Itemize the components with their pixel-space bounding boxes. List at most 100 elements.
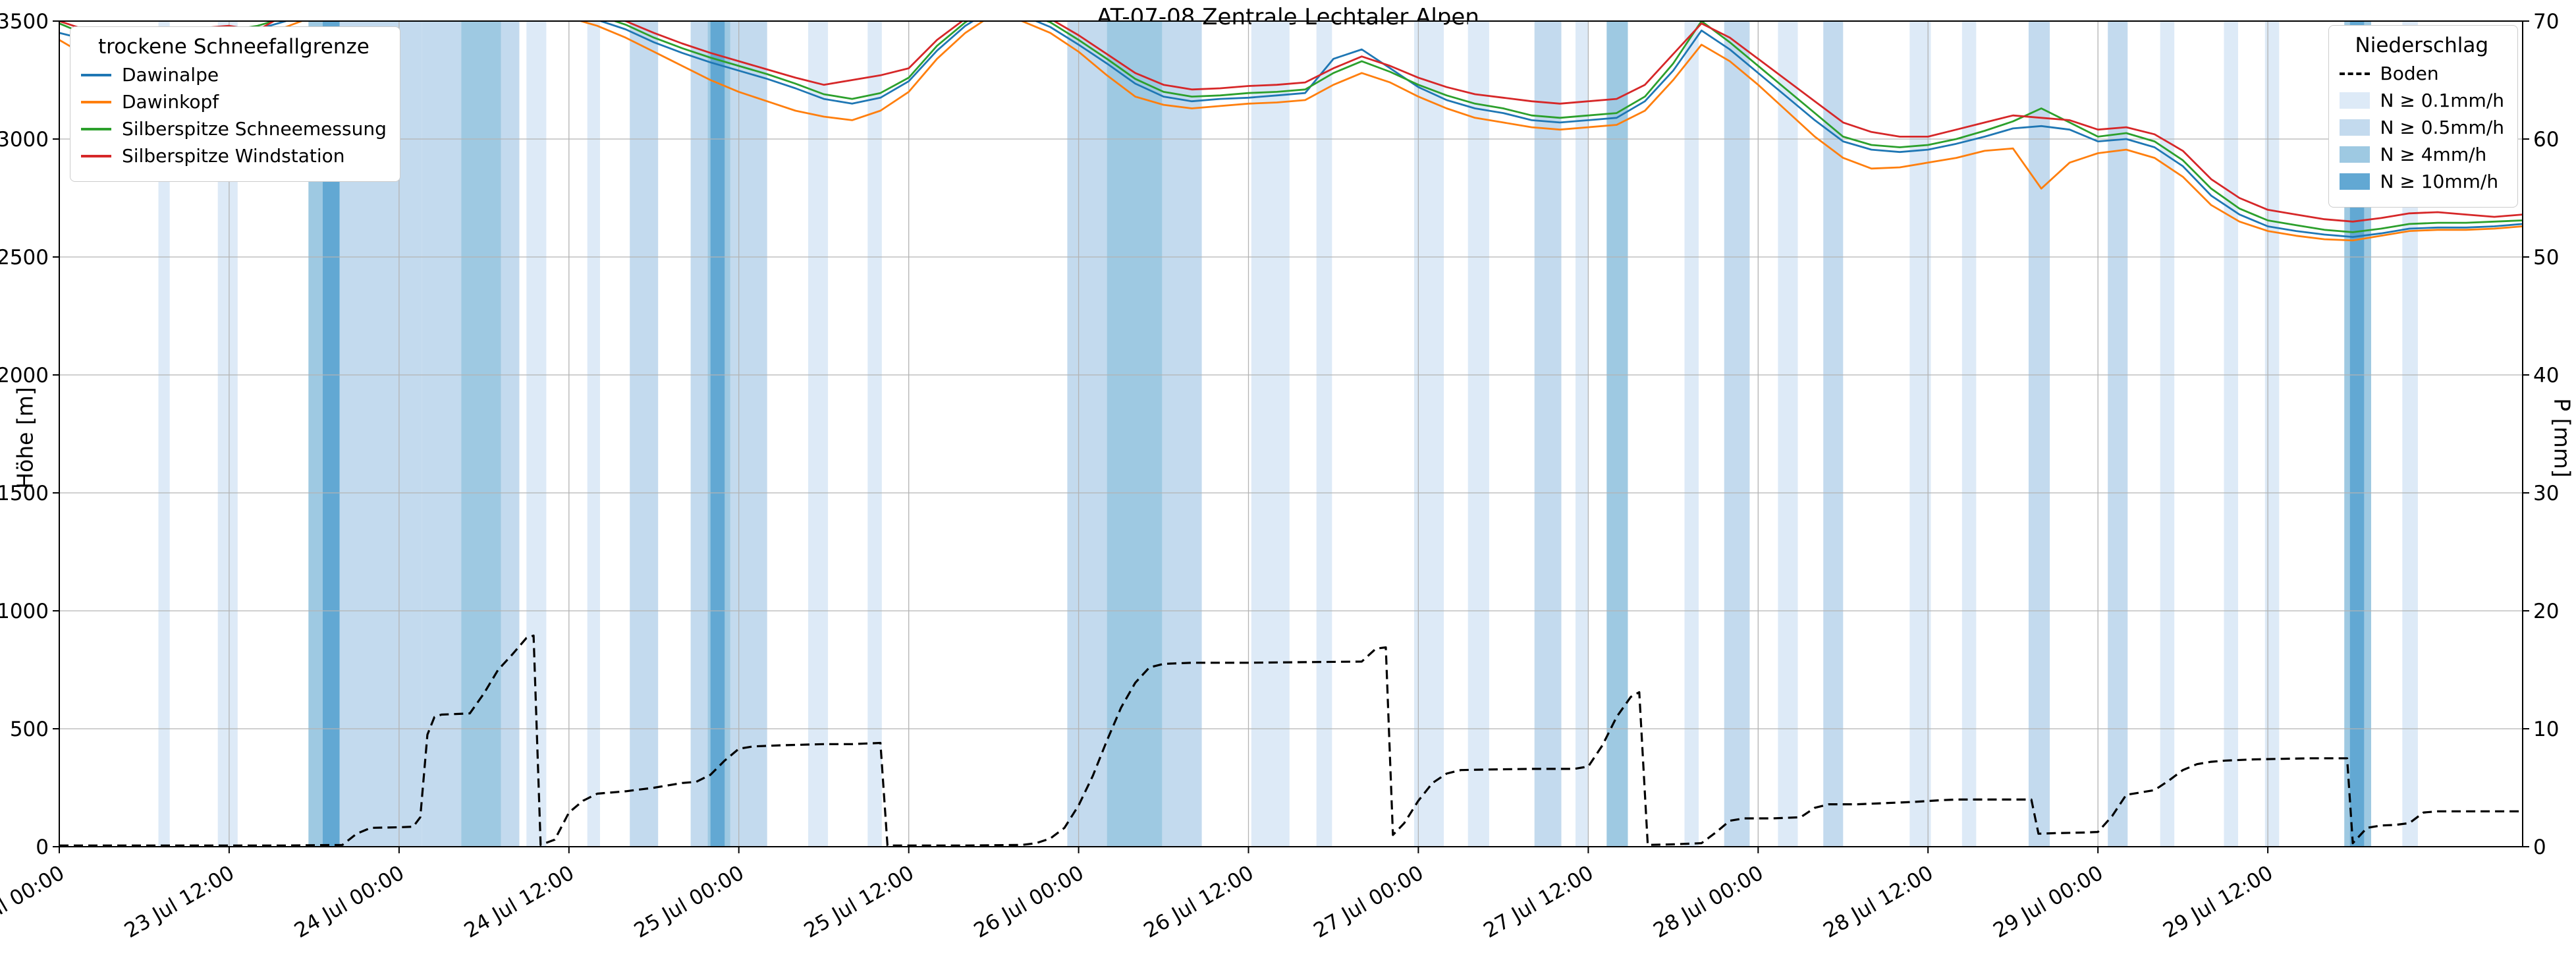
- patch-swatch-icon: [2339, 173, 2370, 190]
- x-tick-label: 25 Jul 12:00: [800, 861, 918, 943]
- x-tick-label: 26 Jul 00:00: [970, 861, 1088, 943]
- precip-band: [867, 21, 882, 847]
- legend-entry: N ≥ 0.1mm/h: [2339, 90, 2504, 111]
- precip-band: [2028, 21, 2050, 847]
- x-tick-label: 29 Jul 00:00: [1989, 861, 2107, 943]
- x-tick-label: 29 Jul 12:00: [2159, 861, 2277, 943]
- left-tick-label: 1000: [0, 600, 49, 623]
- precip-band: [2224, 21, 2238, 847]
- precip-band: [1534, 21, 1562, 847]
- precip-band: [2108, 21, 2128, 847]
- legend-entry: N ≥ 10mm/h: [2339, 171, 2504, 192]
- precip-band: [710, 21, 725, 847]
- legend-entry-label: Dawinkopf: [122, 91, 219, 113]
- right-tick-label: 60: [2533, 128, 2559, 152]
- line-swatch-icon: [81, 127, 111, 130]
- legend-entry-label: N ≥ 4mm/h: [2380, 144, 2487, 165]
- legend-entry-label: Dawinalpe: [122, 64, 219, 86]
- precip-band: [1909, 21, 1931, 847]
- precip-band: [2402, 21, 2418, 847]
- precip-band: [1778, 21, 1798, 847]
- precip-band: [630, 21, 659, 847]
- precip-band: [1467, 21, 1489, 847]
- legend-entry-label: N ≥ 10mm/h: [2380, 171, 2499, 192]
- plot-border: [59, 20, 2523, 847]
- x-tick-label: 27 Jul 12:00: [1479, 861, 1597, 943]
- legend-precipitation-entries: Boden N ≥ 0.1mm/h N ≥ 0.5mm/h N ≥ 4mm/h N ≥ …: [2339, 63, 2504, 192]
- x-tick-label: 25 Jul 00:00: [630, 861, 748, 943]
- legend-entry: Silberspitze Schneemessung: [81, 118, 387, 140]
- left-tick-label: 0: [36, 836, 49, 859]
- right-tick-label: 30: [2533, 482, 2559, 505]
- precip-band: [2264, 21, 2280, 847]
- precip-band: [1107, 21, 1163, 847]
- dashed-line-swatch-icon: [2339, 72, 2370, 75]
- precip-band: [1414, 21, 1444, 847]
- right-tick-label: 10: [2533, 718, 2559, 741]
- left-tick-label: 3000: [0, 128, 49, 152]
- left-tick-label: 2500: [0, 246, 49, 269]
- patch-swatch-icon: [2339, 92, 2370, 109]
- precip-band: [1684, 21, 1699, 847]
- right-tick-label: 20: [2533, 600, 2559, 623]
- precip-band: [730, 21, 767, 847]
- x-tick-label: 27 Jul 00:00: [1309, 861, 1427, 943]
- precip-band: [587, 21, 600, 847]
- legend-entry-label: Silberspitze Windstation: [122, 145, 345, 167]
- precip-band: [461, 21, 501, 847]
- legend-snowline-entries: Dawinalpe Dawinkopf Silberspitze Schneemes…: [81, 64, 387, 167]
- precip-band: [2349, 21, 2365, 847]
- precip-band: [1823, 21, 1844, 847]
- line-swatch-icon: [81, 100, 111, 103]
- precip-band: [1162, 21, 1202, 847]
- series-line: [59, 21, 2523, 233]
- line-swatch-icon: [81, 154, 111, 157]
- patch-swatch-icon: [2339, 119, 2370, 136]
- line-swatch-icon: [81, 73, 111, 76]
- precip-band: [501, 21, 520, 847]
- precip-band: [158, 21, 170, 847]
- precip-band: [422, 21, 462, 847]
- x-tick-label: 23 Jul 00:00: [0, 861, 69, 943]
- precip-band: [808, 21, 829, 847]
- precip-band: [1316, 21, 1332, 847]
- x-tick-label: 24 Jul 00:00: [290, 861, 408, 943]
- legend-snowline: trockene Schneefallgrenze Dawinalpe Dawin…: [70, 26, 400, 182]
- precip-band: [690, 21, 708, 847]
- x-tick-label: 28 Jul 00:00: [1649, 861, 1767, 943]
- precip-band: [2160, 21, 2175, 847]
- left-tick-label: 3500: [0, 10, 49, 34]
- legend-entry: Boden: [2339, 63, 2504, 84]
- legend-entry-label: N ≥ 0.5mm/h: [2380, 117, 2504, 138]
- patch-swatch-icon: [2339, 146, 2370, 163]
- left-tick-label: 500: [10, 718, 49, 741]
- legend-precipitation: Niederschlag Boden N ≥ 0.1mm/h N ≥ 0.5mm/h…: [2328, 25, 2518, 208]
- x-tick-label: 26 Jul 12:00: [1140, 861, 1258, 943]
- precip-band: [1961, 21, 1977, 847]
- series-line: [59, 21, 2523, 239]
- legend-entry: Silberspitze Windstation: [81, 145, 387, 167]
- precip-band: [1251, 21, 1290, 847]
- right-tick-label: 70: [2533, 10, 2559, 34]
- legend-precipitation-title: Niederschlag: [2355, 34, 2489, 57]
- precip-band: [1067, 21, 1107, 847]
- left-tick-label: 1500: [0, 482, 49, 505]
- series-line: [59, 21, 2523, 242]
- legend-entry-label: Silberspitze Schneemessung: [122, 118, 387, 140]
- right-tick-label: 40: [2533, 364, 2559, 387]
- x-tick-label: 23 Jul 12:00: [121, 861, 238, 943]
- legend-entry: N ≥ 0.5mm/h: [2339, 117, 2504, 138]
- legend-entry: Dawinalpe: [81, 64, 387, 86]
- right-tick-label: 50: [2533, 246, 2559, 269]
- precip-band: [1724, 21, 1750, 847]
- precip-band: [1606, 21, 1628, 847]
- left-tick-label: 2000: [0, 364, 49, 387]
- legend-snowline-title: trockene Schneefallgrenze: [98, 35, 370, 59]
- legend-entry: Dawinkopf: [81, 91, 387, 113]
- precip-band: [308, 21, 323, 847]
- right-tick-label: 0: [2533, 836, 2546, 859]
- legend-entry-label: Boden: [2380, 63, 2439, 84]
- series-line: [59, 21, 2523, 223]
